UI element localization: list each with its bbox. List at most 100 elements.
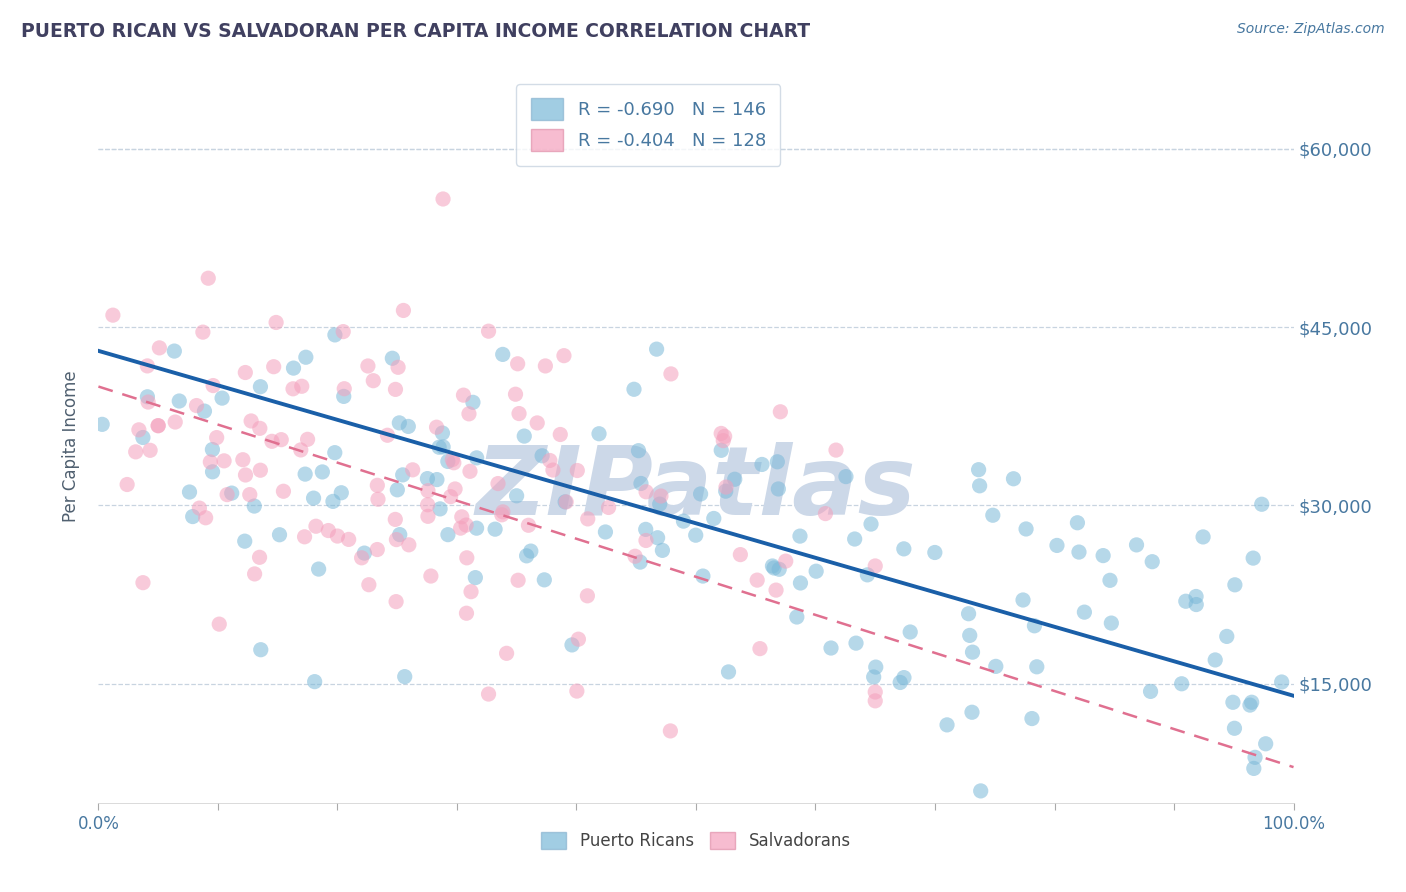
Point bbox=[484, 522, 506, 536]
Point bbox=[768, 482, 790, 496]
Point bbox=[775, 554, 797, 568]
Point bbox=[1021, 712, 1043, 726]
Point bbox=[1066, 516, 1088, 530]
Point bbox=[685, 528, 707, 542]
Point bbox=[381, 351, 404, 366]
Point bbox=[924, 545, 946, 559]
Point bbox=[959, 628, 981, 642]
Point bbox=[366, 542, 388, 557]
Point bbox=[786, 610, 808, 624]
Point bbox=[441, 452, 464, 467]
Point bbox=[1099, 616, 1122, 631]
Point bbox=[506, 574, 529, 588]
Point bbox=[444, 482, 467, 496]
Point bbox=[270, 433, 292, 447]
Point bbox=[647, 531, 669, 545]
Point bbox=[1174, 594, 1197, 608]
Point bbox=[548, 427, 571, 442]
Point bbox=[217, 488, 239, 502]
Point bbox=[1192, 530, 1215, 544]
Point bbox=[766, 455, 789, 469]
Point bbox=[357, 359, 380, 373]
Point bbox=[323, 445, 346, 459]
Legend: Puerto Ricans, Salvadorans: Puerto Ricans, Salvadorans bbox=[533, 824, 859, 859]
Point bbox=[337, 533, 360, 547]
Point bbox=[179, 485, 201, 500]
Point bbox=[856, 567, 879, 582]
Point bbox=[291, 379, 314, 393]
Point bbox=[416, 483, 439, 498]
Point bbox=[330, 485, 353, 500]
Point bbox=[326, 529, 349, 543]
Point bbox=[456, 518, 478, 533]
Point bbox=[333, 382, 356, 396]
Point bbox=[263, 359, 285, 374]
Point bbox=[188, 501, 211, 516]
Point bbox=[249, 550, 271, 565]
Point bbox=[458, 464, 481, 478]
Point bbox=[366, 478, 388, 492]
Point bbox=[531, 449, 554, 463]
Point bbox=[845, 636, 868, 650]
Point bbox=[981, 508, 1004, 523]
Point bbox=[201, 442, 224, 457]
Point bbox=[465, 450, 488, 465]
Point bbox=[495, 646, 517, 660]
Point bbox=[957, 607, 980, 621]
Point bbox=[893, 671, 915, 685]
Point bbox=[634, 533, 657, 548]
Point bbox=[367, 492, 389, 507]
Point bbox=[136, 390, 159, 404]
Point bbox=[233, 534, 256, 549]
Y-axis label: Per Capita Income: Per Capita Income bbox=[62, 370, 80, 522]
Point bbox=[538, 453, 561, 467]
Point bbox=[456, 550, 478, 565]
Point bbox=[432, 192, 454, 206]
Point bbox=[860, 517, 883, 532]
Point bbox=[453, 388, 475, 402]
Point bbox=[967, 463, 990, 477]
Point bbox=[243, 566, 266, 581]
Point bbox=[1185, 590, 1208, 604]
Point bbox=[450, 521, 472, 535]
Point bbox=[194, 510, 217, 524]
Point bbox=[508, 407, 530, 421]
Point bbox=[201, 465, 224, 479]
Point bbox=[505, 489, 527, 503]
Point bbox=[526, 416, 548, 430]
Point bbox=[191, 325, 214, 339]
Point bbox=[398, 538, 420, 552]
Point bbox=[567, 463, 589, 477]
Point bbox=[294, 530, 316, 544]
Point bbox=[714, 484, 737, 499]
Point bbox=[132, 430, 155, 444]
Point bbox=[465, 521, 488, 535]
Point bbox=[541, 463, 564, 477]
Point bbox=[193, 404, 215, 418]
Point bbox=[505, 387, 527, 401]
Point bbox=[132, 575, 155, 590]
Point bbox=[651, 543, 673, 558]
Point bbox=[534, 359, 557, 373]
Point bbox=[634, 522, 657, 536]
Point bbox=[820, 640, 842, 655]
Point bbox=[1223, 578, 1246, 592]
Point bbox=[426, 420, 449, 434]
Point bbox=[212, 454, 235, 468]
Point bbox=[814, 507, 837, 521]
Point bbox=[730, 548, 752, 562]
Point bbox=[1241, 551, 1264, 566]
Point bbox=[1170, 677, 1192, 691]
Point bbox=[588, 426, 610, 441]
Point bbox=[128, 423, 150, 437]
Point bbox=[91, 417, 114, 432]
Point bbox=[1098, 574, 1121, 588]
Point bbox=[506, 357, 529, 371]
Point bbox=[1025, 660, 1047, 674]
Point bbox=[186, 399, 208, 413]
Point bbox=[429, 501, 451, 516]
Point bbox=[1024, 619, 1046, 633]
Text: ZIPatlas: ZIPatlas bbox=[475, 442, 917, 535]
Point bbox=[384, 512, 406, 526]
Point bbox=[350, 550, 373, 565]
